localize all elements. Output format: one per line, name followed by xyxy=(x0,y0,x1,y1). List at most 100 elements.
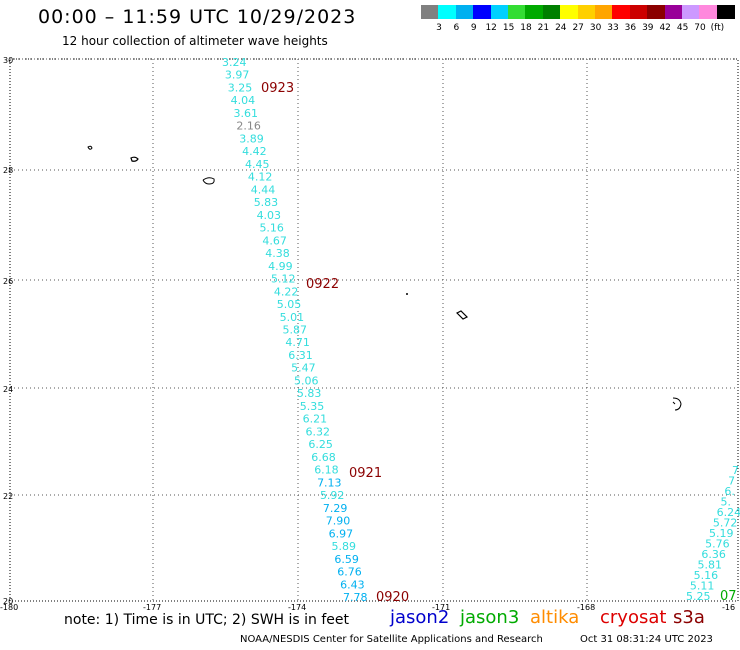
x-axis-label: -171 xyxy=(432,603,450,612)
pass-track-east: 776.5.6.245.725.195.766.365.815.165.115.… xyxy=(686,464,740,604)
wave-height-label: 5.89 xyxy=(331,540,356,553)
satellite-legend-s3a: s3a xyxy=(673,607,705,628)
footer-note: note: 1) Time is in UTC; 2) SWH is in fe… xyxy=(64,612,350,628)
wave-height-label: 5.83 xyxy=(297,387,322,400)
axis-labels: 30 28 26 24 22 20-180 -177 -174 -171 -168 -16 xyxy=(0,56,735,612)
wave-height-label: 7.90 xyxy=(326,515,351,528)
scale-swatch xyxy=(438,5,457,19)
wave-height-label: 4.44 xyxy=(251,183,275,196)
wave-height-label: 6.21 xyxy=(303,413,328,426)
scale-swatch xyxy=(508,5,526,19)
scale-label: 21 xyxy=(537,23,550,33)
scale-label: 39 xyxy=(642,23,654,33)
wave-height-label: 4.04 xyxy=(231,94,256,107)
wave-height-label: 2.16 xyxy=(236,120,261,133)
wave-height-label: 5.35 xyxy=(300,400,325,413)
scale-label: 12 xyxy=(485,23,497,33)
y-axis-label: 24 xyxy=(3,385,13,394)
scale-label: (ft) xyxy=(710,23,725,33)
island-outline xyxy=(455,310,469,320)
island-outline xyxy=(87,145,93,150)
map-title: 00:00 – 11:59 UTC 10/29/2023 xyxy=(38,6,357,28)
wave-height-label: 6.24 xyxy=(717,506,740,519)
scale-label: 15 xyxy=(502,23,515,33)
wave-height-label: 7 xyxy=(732,464,739,477)
wave-height-label: 4.03 xyxy=(257,209,282,222)
wave-height-label: 3.97 xyxy=(225,69,250,82)
pass-time-label: 0923 xyxy=(261,81,294,96)
y-axis-label: 28 xyxy=(3,166,13,175)
scale-swatch xyxy=(421,5,439,19)
wave-height-label: 6.97 xyxy=(329,527,354,540)
scale-swatch xyxy=(542,5,561,19)
wave-height-label: 7.13 xyxy=(317,476,342,489)
y-axis-label: 22 xyxy=(3,492,13,501)
y-axis-label: 20 xyxy=(3,597,13,606)
scale-label: 45 xyxy=(676,23,689,33)
x-axis-label: -180 xyxy=(0,603,18,612)
satellite-legend-jason2: jason2 xyxy=(390,607,450,628)
scale-swatch xyxy=(664,5,683,19)
wave-height-label: 5. xyxy=(721,496,732,509)
satellite-legend-cryosat: cryosat xyxy=(600,607,667,628)
credit-text: NOAA/NESDIS Center for Satellite Applica… xyxy=(240,634,543,645)
wave-height-label: 5.47 xyxy=(291,362,316,375)
wave-height-label: 5.19 xyxy=(709,527,734,540)
wave-height-label: 6.31 xyxy=(288,349,313,362)
scale-label: 33 xyxy=(607,23,619,33)
scale-swatch xyxy=(629,5,648,19)
wave-height-label: 3.24 xyxy=(222,56,247,69)
island-outline xyxy=(202,177,215,185)
pass-time-label: 0921 xyxy=(349,466,382,481)
wave-height-label: 7 xyxy=(728,475,735,488)
island-outline xyxy=(130,156,139,162)
wave-height-label: 4.38 xyxy=(265,247,290,260)
scale-swatch xyxy=(525,5,544,19)
scale-swatch xyxy=(699,5,718,19)
island-outline xyxy=(406,293,408,295)
wave-height-label: 7.78 xyxy=(343,591,368,604)
wave-height-label: 6.18 xyxy=(314,464,339,477)
wave-height-label: 4.99 xyxy=(268,260,293,273)
scale-label: 24 xyxy=(555,23,567,33)
wave-height-label: 5.92 xyxy=(320,489,345,502)
scale-swatch xyxy=(647,5,666,19)
scale-label: 36 xyxy=(624,23,637,33)
scale-label: 6 xyxy=(453,23,460,33)
wave-height-label: 6.43 xyxy=(340,578,365,591)
pass-time-label: 0920 xyxy=(376,590,409,605)
wave-height-label: 4.71 xyxy=(285,336,310,349)
wave-height-label: 6.68 xyxy=(311,451,336,464)
wave-height-label: 5.05 xyxy=(277,298,302,311)
wave-height-label: 5.11 xyxy=(690,580,715,593)
wave-height-label: 3.61 xyxy=(234,107,259,120)
map-frame xyxy=(9,58,739,602)
satellite-legend-altika: altika xyxy=(530,607,580,628)
wave-height-label: 5.87 xyxy=(283,324,308,337)
scale-swatch xyxy=(716,5,735,19)
x-axis-label: -177 xyxy=(143,603,161,612)
wave-height-label: 3.25 xyxy=(228,81,253,94)
wave-height-label: 5.01 xyxy=(280,311,305,324)
pass-track-main: 3.243.973.254.043.612.163.894.424.454.12… xyxy=(222,56,368,604)
wave-height-label: 6.25 xyxy=(308,438,333,451)
x-axis-label: -16 xyxy=(722,603,735,612)
scale-swatch xyxy=(473,5,492,19)
time-label-partial: 07 xyxy=(720,589,737,604)
generation-timestamp: Oct 31 08:31:24 UTC 2023 xyxy=(580,634,713,645)
wave-height-label: 4.67 xyxy=(262,234,287,247)
scale-label: 18 xyxy=(520,23,532,33)
wave-height-label: 5.72 xyxy=(713,517,738,530)
scale-label: 70 xyxy=(694,23,706,33)
wave-height-label: 5.81 xyxy=(698,559,723,572)
wave-height-label: 6.76 xyxy=(337,566,362,579)
scale-swatch xyxy=(490,5,509,19)
wave-height-label: 4.12 xyxy=(248,171,273,184)
wave-height-label: 6.59 xyxy=(334,553,359,566)
scale-label: 3 xyxy=(436,23,442,33)
y-axis-label: 30 xyxy=(3,56,13,65)
wave-height-label: 5.12 xyxy=(271,273,296,286)
time-labels: 0923 0922 0921 0920 xyxy=(261,81,409,605)
scale-swatch xyxy=(595,5,613,19)
